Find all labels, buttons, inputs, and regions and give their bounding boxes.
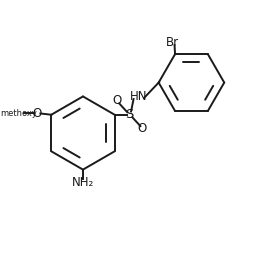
Text: NH₂: NH₂ [72, 176, 94, 189]
Text: O: O [33, 107, 42, 120]
Text: Br: Br [166, 35, 179, 49]
Text: HN: HN [130, 90, 147, 103]
Text: methoxy: methoxy [0, 109, 37, 118]
Text: S: S [126, 108, 134, 121]
Text: O: O [138, 122, 147, 135]
Text: O: O [113, 94, 122, 107]
